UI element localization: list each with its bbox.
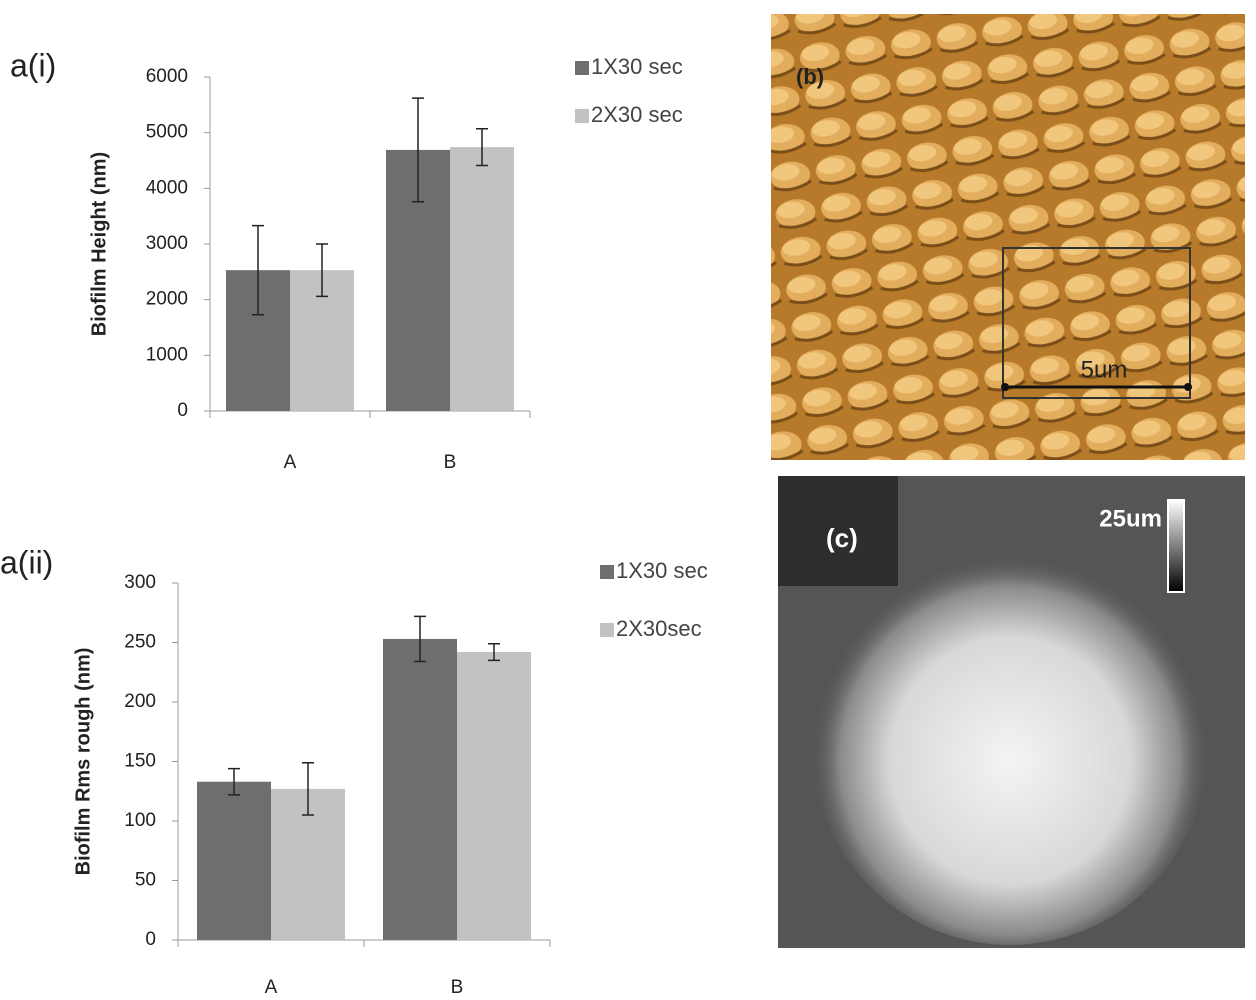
y-tick-label: 1000 [146, 344, 188, 365]
scale-label: 25um [1099, 505, 1162, 532]
legend-swatch [575, 61, 589, 75]
zoom-box [1002, 247, 1191, 399]
image-blob [810, 535, 1210, 945]
error-bar [228, 767, 240, 796]
error-bar [302, 761, 314, 816]
error-bar [412, 97, 424, 203]
scale-end [1001, 383, 1009, 391]
legend-swatch [600, 565, 614, 579]
y-tick-label: 200 [124, 691, 156, 712]
panel-label: (b) [796, 64, 824, 89]
y-axis-label: Biofilm Height (nm) [88, 152, 110, 336]
error-bar [414, 615, 426, 663]
afm-image [771, 14, 1245, 460]
bar [197, 781, 271, 940]
bar [457, 652, 531, 940]
y-tick-label: 2000 [146, 289, 188, 310]
scale-bar [1167, 499, 1185, 593]
y-tick-label: 300 [124, 572, 156, 593]
y-tick-label: 50 [135, 870, 156, 891]
image-region [778, 476, 898, 586]
y-tick-label: 6000 [146, 66, 188, 87]
y-tick-label: 250 [124, 632, 156, 653]
legend-label: 2X30sec [616, 616, 702, 641]
error-bar [252, 224, 264, 316]
y-tick-label: 4000 [146, 177, 188, 198]
legend-label: 1X30 sec [616, 558, 708, 583]
bar [383, 638, 457, 940]
y-tick-label: 0 [177, 400, 188, 421]
legend-swatch [575, 109, 589, 123]
scale-end [1184, 383, 1192, 391]
y-tick-label: 100 [124, 810, 156, 831]
y-tick-label: 0 [145, 929, 156, 950]
chart-title: a(i) [10, 47, 56, 83]
scale-label: 5um [1081, 356, 1128, 383]
error-bar [476, 128, 488, 167]
x-tick-label: A [284, 452, 297, 473]
y-tick-label: 3000 [146, 233, 188, 254]
y-tick-label: 150 [124, 751, 156, 772]
bar [450, 147, 514, 411]
y-tick-label: 5000 [146, 122, 188, 143]
panel-label: (c) [826, 523, 858, 553]
panel-b: 5um (b) [771, 14, 1245, 460]
error-bar [488, 642, 500, 662]
legend-label: 1X30 sec [591, 54, 683, 79]
error-bar [316, 243, 328, 298]
legend-swatch [600, 623, 614, 637]
legend-label: 2X30 sec [591, 102, 683, 127]
x-tick-label: B [451, 977, 464, 998]
x-tick-label: A [265, 977, 278, 998]
panel-c: 25um (c) [778, 476, 1245, 948]
y-axis-label: Biofilm Rms rough (nm) [72, 648, 94, 876]
chart-title: a(ii) [0, 544, 53, 580]
x-tick-label: B [444, 452, 457, 473]
